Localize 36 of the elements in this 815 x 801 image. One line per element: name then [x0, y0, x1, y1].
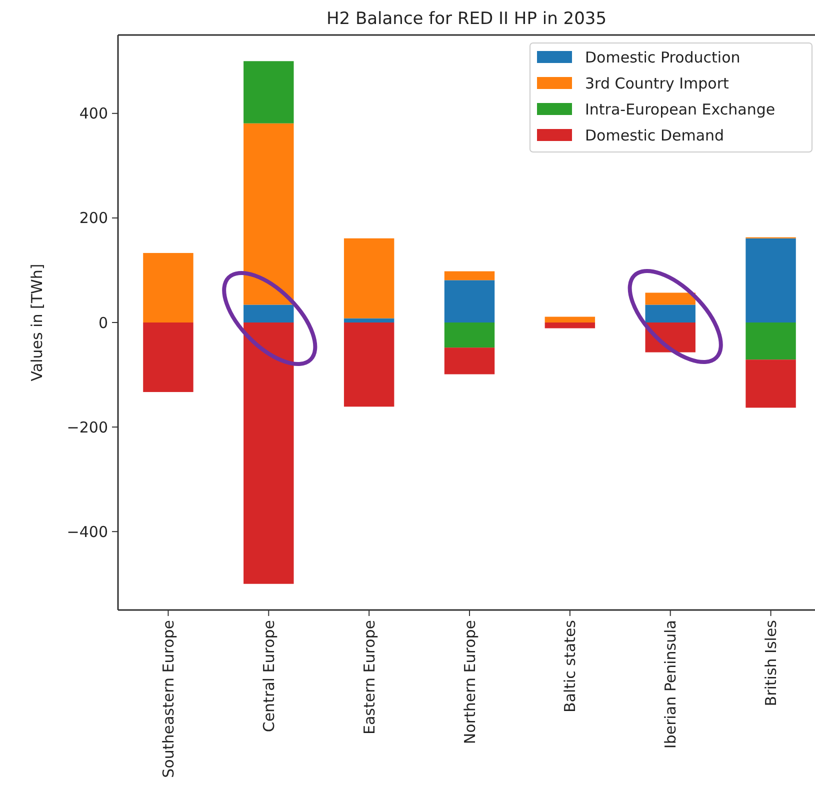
- x-tick-label: Central Europe: [260, 620, 278, 732]
- y-tick-label: 400: [79, 104, 108, 123]
- bar: [344, 318, 394, 322]
- bar: [746, 238, 796, 322]
- chart-title: H2 Balance for RED II HP in 2035: [326, 9, 607, 29]
- legend-label: Domestic Demand: [585, 126, 724, 144]
- bar: [143, 252, 194, 322]
- bar: [444, 348, 495, 374]
- bar: [244, 61, 294, 124]
- y-axis-title: Values in [TWh]: [28, 264, 46, 382]
- x-tick-label: Iberian Peninsula: [662, 620, 680, 749]
- bar: [746, 360, 796, 408]
- legend-label: Intra-European Exchange: [585, 100, 776, 118]
- x-tick-label: Southeastern Europe: [159, 620, 178, 778]
- x-tick-label: Eastern Europe: [360, 620, 378, 735]
- bar: [544, 316, 596, 322]
- bar: [344, 238, 394, 318]
- legend-label: 3rd Country Import: [585, 74, 729, 92]
- x-tick-label: Baltic states: [561, 620, 580, 713]
- bar: [444, 280, 495, 322]
- x-tick-label: Northern Europe: [460, 620, 479, 744]
- bar: [544, 322, 596, 328]
- bar: [143, 322, 194, 392]
- x-tick-label: British Isles: [762, 620, 780, 706]
- legend-label: Domestic Production: [585, 48, 740, 66]
- bar: [645, 304, 696, 322]
- bar: [344, 322, 394, 407]
- bar: [444, 322, 495, 348]
- bar: [645, 292, 696, 305]
- y-tick-label: −400: [66, 522, 108, 541]
- y-tick-label: −200: [66, 418, 108, 436]
- bar: [244, 304, 294, 322]
- bar: [746, 322, 796, 360]
- bar: [444, 271, 495, 280]
- y-tick-label: 0: [98, 314, 108, 332]
- y-tick-label: 200: [79, 209, 108, 228]
